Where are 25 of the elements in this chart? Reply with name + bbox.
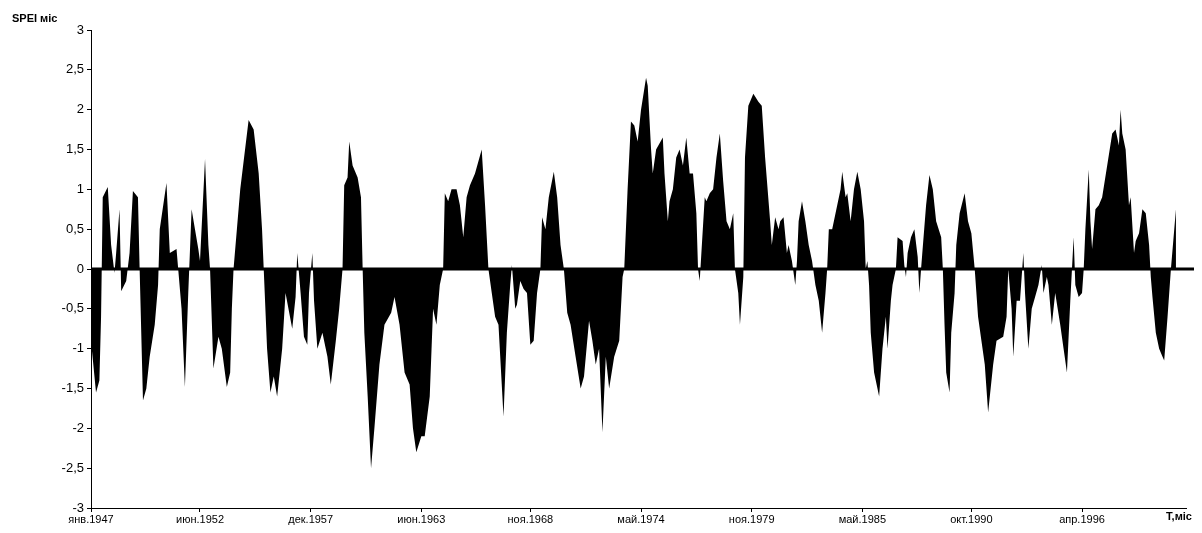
y-tick-label: -2,5 (61, 459, 84, 475)
x-tick-label: май.1985 (838, 512, 887, 525)
y-tick-label: -1,5 (61, 380, 84, 396)
y-axis-title: SPEI міс (12, 12, 58, 25)
x-tick-label: июн.1963 (397, 512, 446, 525)
y-tick-label: 2 (76, 101, 84, 117)
y-tick-label: -3 (72, 499, 84, 515)
x-tick-label: апр.1996 (1059, 512, 1105, 525)
x-tick-label: ноя.1979 (728, 512, 775, 525)
x-axis-title: Т,міс (1166, 510, 1192, 523)
x-tick-label: май.1974 (617, 512, 665, 525)
y-tick-label: 1,5 (65, 141, 84, 157)
x-tick-label: июн.1952 (176, 512, 224, 525)
y-tick-label: 0 (76, 260, 84, 276)
y-tick-label: 3 (76, 21, 84, 37)
x-tick-label: окт.1990 (950, 512, 993, 525)
y-tick-label: 0,5 (65, 220, 84, 236)
x-tick-label: дек.1957 (288, 512, 334, 525)
y-tick-label: 2,5 (65, 61, 84, 77)
x-tick-label: янв.1947 (68, 512, 114, 525)
x-tick-label: ноя.1968 (507, 512, 554, 525)
y-tick-label: 1 (76, 180, 84, 196)
y-tick-label: -2 (72, 419, 84, 435)
y-tick-label: -1 (72, 340, 84, 356)
y-tick-label: -0,5 (61, 300, 84, 316)
